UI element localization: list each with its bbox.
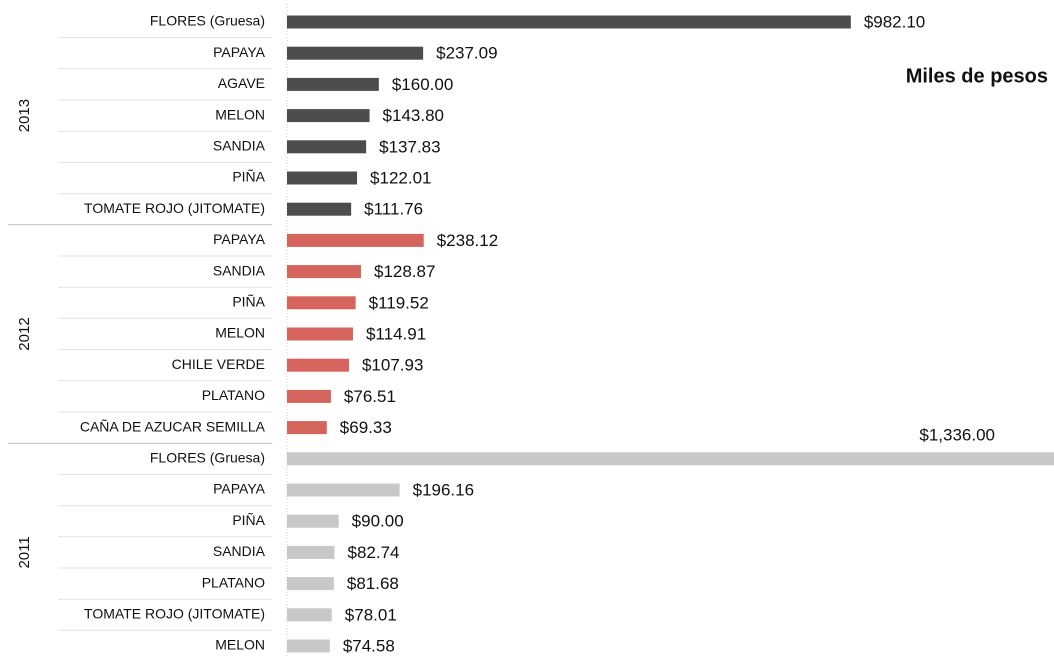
value-label: $237.09 xyxy=(436,44,497,63)
value-label: $137.83 xyxy=(379,137,440,156)
group-label: 2013 xyxy=(16,99,33,132)
category-label: PLATANO xyxy=(202,574,265,590)
bar xyxy=(287,358,349,372)
value-label: $69.33 xyxy=(340,418,392,437)
bar xyxy=(287,140,367,154)
bar xyxy=(287,15,851,29)
category-label: SANDIA xyxy=(213,543,266,559)
bar xyxy=(287,202,352,216)
category-label: PAPAYA xyxy=(213,44,266,60)
category-label: TOMATE ROJO (JITOMATE) xyxy=(84,200,265,216)
group-label: 2012 xyxy=(16,317,33,350)
value-label: $196.16 xyxy=(413,480,474,499)
category-label: PAPAYA xyxy=(213,481,266,497)
bar xyxy=(287,639,330,653)
value-label: $982.10 xyxy=(864,12,925,31)
value-label: $1,336.00 xyxy=(919,425,995,444)
bar xyxy=(287,452,1054,466)
bar xyxy=(287,514,339,528)
value-label: $119.52 xyxy=(369,293,429,312)
value-label: $111.76 xyxy=(364,200,423,219)
bar xyxy=(287,577,334,591)
category-label: MELON xyxy=(215,106,265,122)
bar xyxy=(287,421,327,435)
value-label: $78.01 xyxy=(345,605,397,624)
value-label: $114.91 xyxy=(366,324,426,343)
value-label: $122.01 xyxy=(370,168,431,187)
bar xyxy=(287,171,358,185)
bar xyxy=(287,608,332,622)
value-label: $143.80 xyxy=(383,106,444,125)
bar xyxy=(287,483,400,497)
unit-annotation: Miles de pesos xyxy=(906,65,1048,87)
bar xyxy=(287,265,361,279)
bar xyxy=(287,109,370,123)
bar xyxy=(287,327,353,341)
value-label: $128.87 xyxy=(374,262,435,281)
category-label: TOMATE ROJO (JITOMATE) xyxy=(84,606,265,622)
value-label: $76.51 xyxy=(344,387,396,406)
bar xyxy=(287,233,424,247)
value-label: $81.68 xyxy=(347,574,399,593)
bar xyxy=(287,77,379,91)
category-label: SANDIA xyxy=(213,262,266,278)
bar xyxy=(287,296,356,310)
category-label: AGAVE xyxy=(218,75,265,91)
bar xyxy=(287,545,335,559)
category-label: FLORES (Gruesa) xyxy=(150,13,265,29)
category-label: PAPAYA xyxy=(213,231,266,247)
value-label: $107.93 xyxy=(362,356,423,375)
category-label: FLORES (Gruesa) xyxy=(150,450,265,466)
category-label: PIÑA xyxy=(232,512,265,528)
category-label: MELON xyxy=(215,637,265,653)
category-label: PLATANO xyxy=(202,387,265,403)
value-label: $238.12 xyxy=(437,231,498,250)
value-label: $160.00 xyxy=(392,75,453,94)
category-label: SANDIA xyxy=(213,138,266,154)
bar xyxy=(287,46,424,60)
value-label: $82.74 xyxy=(348,543,400,562)
value-label: $74.58 xyxy=(343,636,395,655)
value-label: $90.00 xyxy=(352,512,404,531)
category-label: PIÑA xyxy=(232,294,265,310)
category-label: PIÑA xyxy=(232,169,265,185)
category-label: CAÑA DE AZUCAR SEMILLA xyxy=(80,418,266,434)
category-label: CHILE VERDE xyxy=(172,356,265,372)
category-label: MELON xyxy=(215,325,265,341)
group-label: 2011 xyxy=(16,536,33,568)
bar xyxy=(287,389,331,403)
